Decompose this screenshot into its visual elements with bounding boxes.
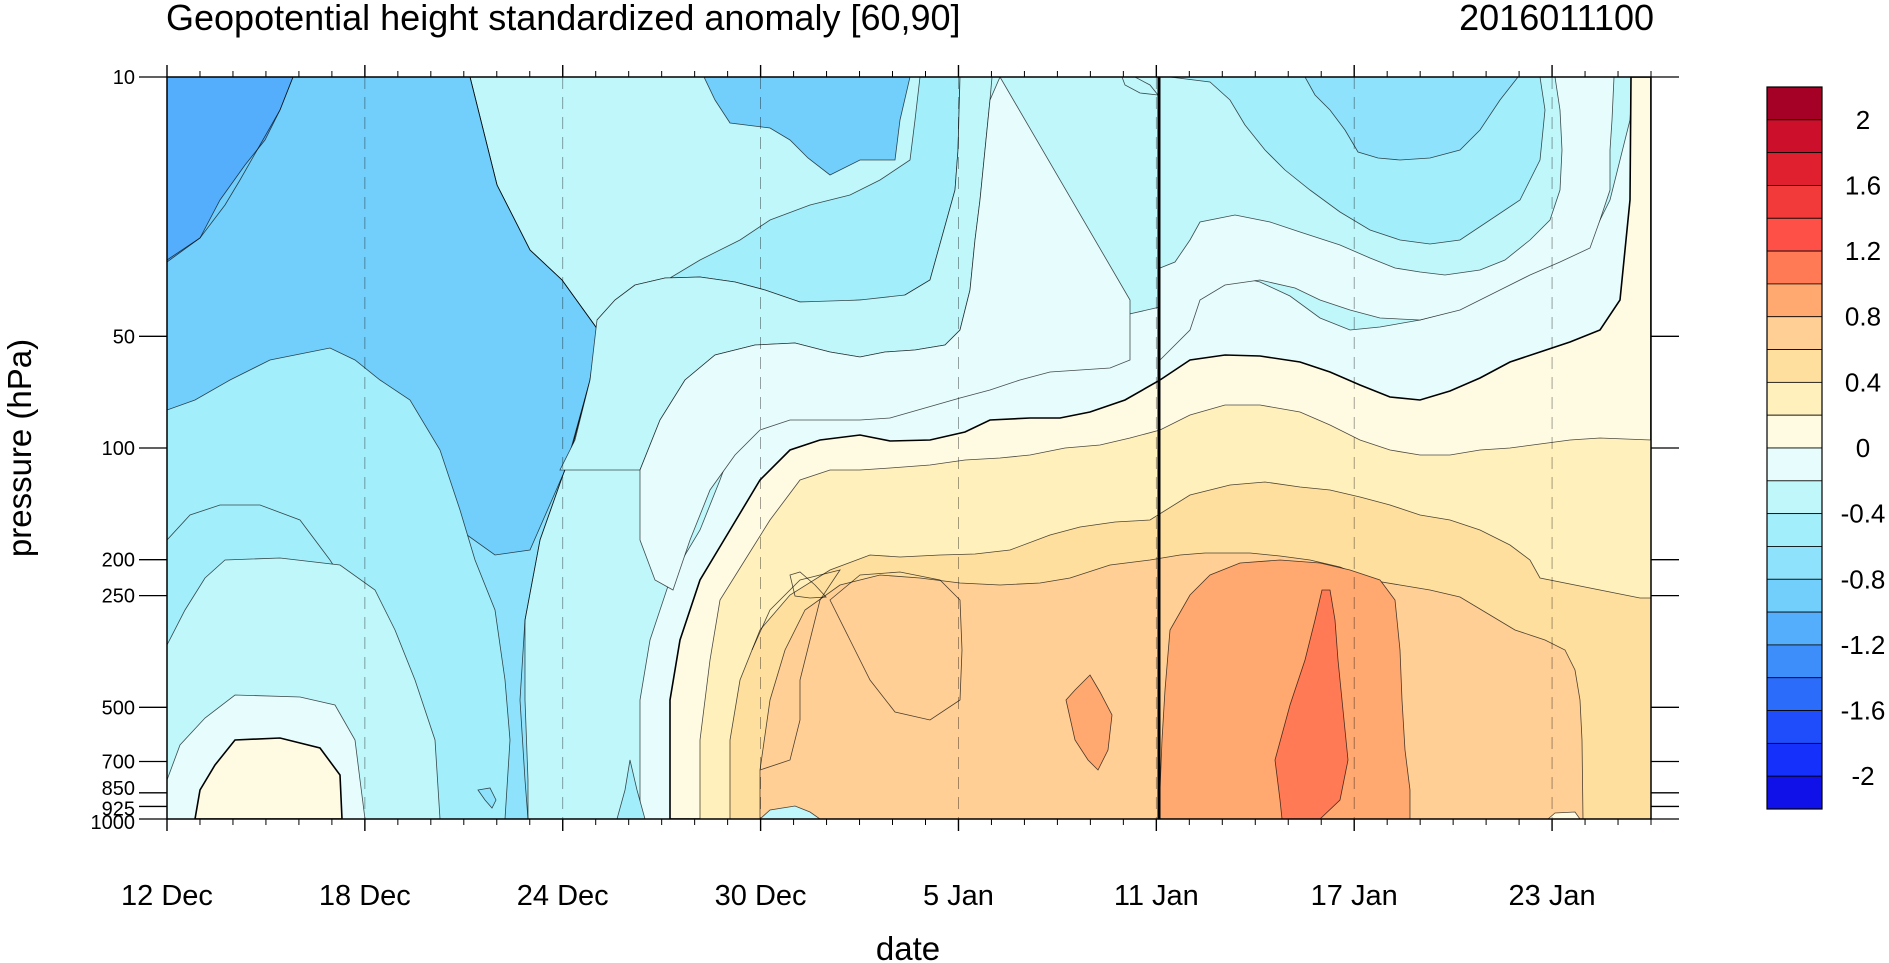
- colorbar-label: 2: [1856, 105, 1870, 135]
- colorbar-swatch: [1766, 283, 1823, 318]
- colorbar-swatch: [1766, 644, 1823, 679]
- y-axis-label: pressure (hPa): [1, 339, 38, 557]
- colorbar-label: 1.6: [1845, 170, 1881, 200]
- colorbar-swatch: [1766, 611, 1823, 646]
- colorbar-swatch: [1766, 480, 1823, 515]
- colorbar-swatch: [1766, 414, 1823, 449]
- colorbar-label: 1.2: [1845, 236, 1881, 266]
- contour-region-neg-0-2-mid: [639, 77, 1131, 591]
- x-tick-label: 23 Jan: [1509, 880, 1596, 912]
- colorbar-swatch: [1766, 119, 1823, 154]
- y-tick-label: 200: [102, 550, 135, 572]
- colorbar-labels: 2 1.6 1.2 0.8 0.4 0 -0.4 -0.8 -1.2 -1.6 -2: [1841, 105, 1886, 791]
- contour-region-pos-0-0-bottomleft: [194, 737, 343, 819]
- y-gridlines: [139, 76, 1679, 820]
- y-tick-label: 700: [102, 752, 135, 774]
- colorbar-swatch: [1766, 316, 1823, 350]
- colorbar-label: -1.2: [1841, 630, 1886, 660]
- colorbar-swatch: [1766, 381, 1823, 416]
- y-tick-label: 850: [102, 778, 135, 800]
- contour-blob-neg-0-4-c: [759, 805, 821, 819]
- x-tick-label: 24 Dec: [517, 880, 609, 912]
- colorbar-swatch: [1766, 250, 1823, 285]
- x-ticks: [166, 65, 1652, 831]
- contour-blob-pos-0-0-e: [1547, 811, 1581, 819]
- colorbar-label: -0.8: [1841, 564, 1886, 594]
- x-axis-label: date: [876, 930, 940, 963]
- contour-region-pos-0-8-small: [1065, 674, 1113, 771]
- contour-region-neg-1-0-topmid: [703, 77, 911, 176]
- colorbar-swatch: [1766, 742, 1823, 777]
- contour-line-0-6-ring: [829, 571, 963, 721]
- date-stamp: 2016011100: [1459, 0, 1654, 38]
- contour-line-0-6-small: [789, 571, 827, 599]
- x-tick-label: 12 Dec: [121, 880, 213, 912]
- y-tick-label: 250: [102, 586, 135, 608]
- y-tick-label: 500: [102, 697, 135, 719]
- colorbar-label: 0.4: [1845, 367, 1881, 397]
- colorbar-swatch: [1766, 152, 1823, 186]
- x-tick-label: 17 Jan: [1311, 880, 1398, 912]
- colorbar-swatch: [1766, 447, 1823, 482]
- y-tick-label: 1000: [91, 812, 136, 834]
- colorbar-swatch: [1766, 710, 1823, 744]
- colorbar-swatch: [1766, 513, 1823, 547]
- contour-plot-area: [167, 77, 1651, 819]
- x-gridlines: [166, 77, 1553, 819]
- x-tick-label: 5 Jan: [923, 880, 994, 912]
- colorbar-swatch: [1766, 349, 1823, 383]
- x-tick-label: 11 Jan: [1114, 880, 1199, 912]
- colorbar-label: 0: [1856, 433, 1870, 463]
- contour-line-0-6-left: [751, 569, 841, 771]
- colorbar-swatch: [1766, 217, 1823, 252]
- colorbar-label: 0.8: [1845, 302, 1881, 332]
- colorbar-frame: [1766, 86, 1823, 810]
- contour-region-neg-0-8-right: [1304, 77, 1519, 161]
- x-tick-label: 30 Dec: [715, 880, 807, 912]
- colorbar-label: -1.6: [1841, 696, 1886, 726]
- chart-title: Geopotential height standardized anomaly…: [166, 0, 961, 38]
- contour-region-pos-1-0-core: [1274, 589, 1349, 819]
- y-tick-label: 100: [102, 438, 135, 460]
- x-tick-labels: 12 Dec 18 Dec 24 Dec 30 Dec 5 Jan 11 Jan 17 Ja…: [121, 880, 1596, 912]
- colorbar-swatch: [1766, 546, 1823, 580]
- colorbar-swatch: [1766, 677, 1823, 711]
- contour-region-neg-0-8-bottomleft: [167, 77, 599, 819]
- colorbar-swatch: [1766, 86, 1823, 121]
- y-tick-label: 925: [102, 798, 135, 820]
- y-tick-label: 50: [113, 326, 135, 348]
- colorbar-label: -2: [1851, 761, 1874, 791]
- contour-blob-neg-0-8-a: [477, 787, 497, 809]
- contour-blob-neg-0-6-b: [616, 759, 646, 819]
- colorbar-label: -0.4: [1841, 499, 1886, 529]
- colorbar-swatch: [1766, 775, 1823, 810]
- colorbar-swatch: [1766, 578, 1823, 613]
- y-tick-label: 10: [113, 67, 135, 89]
- colorbar: [1766, 86, 1823, 810]
- x-tick-label: 18 Dec: [319, 880, 411, 912]
- colorbar-swatch: [1766, 185, 1823, 219]
